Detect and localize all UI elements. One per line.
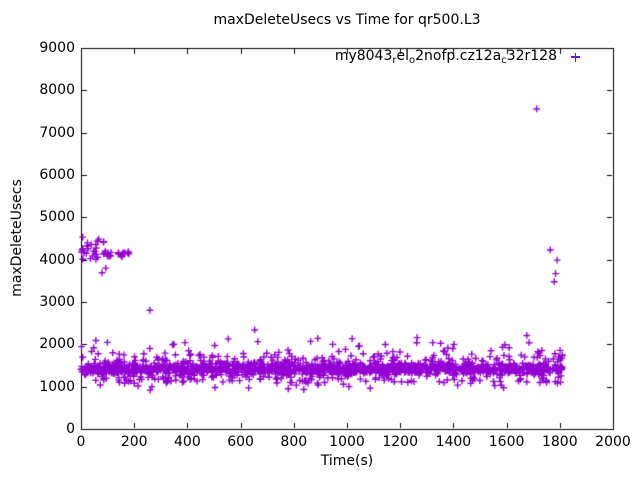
x-tick-label: 1800 <box>541 434 578 450</box>
x-tick-label: 1600 <box>488 434 525 450</box>
legend-label-subscript: o <box>409 55 416 66</box>
y-axis-title: maxDeleteUsecs <box>9 179 25 297</box>
x-tick-label: 1400 <box>435 434 472 450</box>
y-tick-label: 5000 <box>39 209 75 226</box>
x-tick-label: 1200 <box>382 434 418 450</box>
y-tick-label: 4000 <box>39 251 75 268</box>
legend: my8043relo2nofp.cz12ac32r128 <box>335 48 580 66</box>
legend-label-text: 32r128 <box>506 48 557 64</box>
chart-title: maxDeleteUsecs vs Time for qr500.L3 <box>213 12 481 28</box>
y-tick-label: 2000 <box>39 336 75 353</box>
x-tick-label: 2000 <box>595 434 631 450</box>
legend-label-subscript: c <box>501 55 507 66</box>
legend-series-label: my8043relo2nofp.cz12ac32r128 <box>335 48 557 66</box>
y-tick-label: 7000 <box>39 124 75 141</box>
y-tick-label: 8000 <box>39 82 75 99</box>
legend-label-subscript: r <box>392 55 397 66</box>
legend-label-text: 2nofp.cz12a <box>415 48 502 64</box>
x-tick-label: 600 <box>227 434 254 450</box>
legend-plus-marker-icon <box>571 52 580 62</box>
x-tick-label: 400 <box>174 434 201 450</box>
legend-label-text: my8043 <box>334 48 393 64</box>
x-tick-label: 800 <box>280 434 308 450</box>
y-tick-label: 6000 <box>39 167 75 183</box>
y-tick-label: 3000 <box>39 294 75 310</box>
x-tick-label: 200 <box>120 434 148 450</box>
legend-label-text: el <box>396 48 410 64</box>
y-tick-label: 1000 <box>39 378 75 395</box>
x-tick-label: 1000 <box>329 434 365 450</box>
y-tick-label: 9000 <box>39 40 75 56</box>
x-tick-label: 0 <box>76 434 86 450</box>
x-axis-title: Time(s) <box>320 453 374 469</box>
y-tick-label: 0 <box>66 421 75 437</box>
